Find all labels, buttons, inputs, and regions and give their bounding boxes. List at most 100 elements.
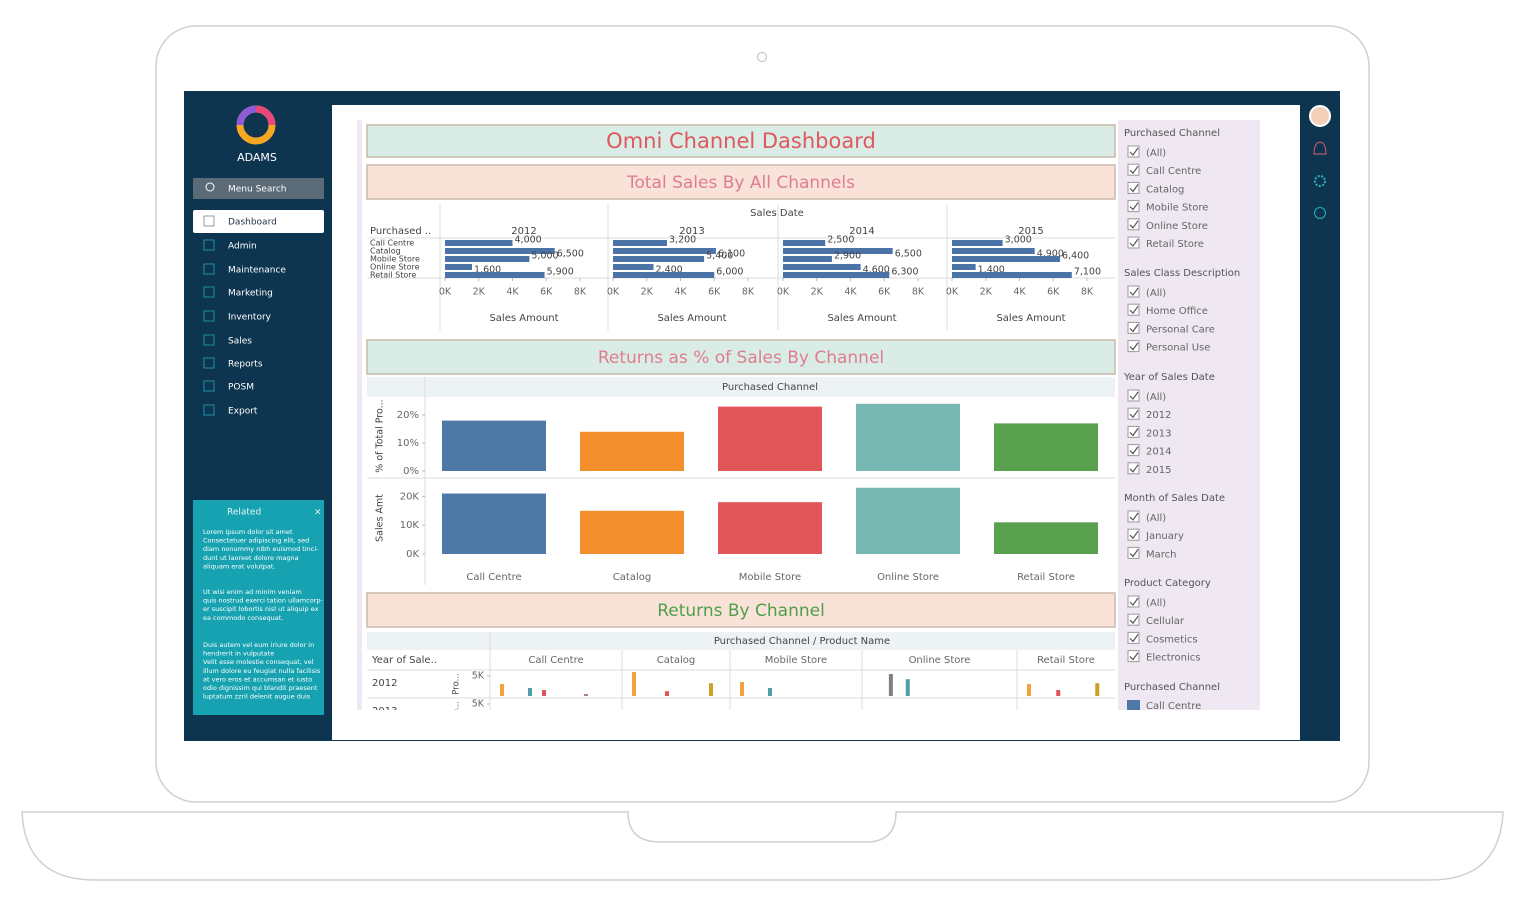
checkbox[interactable] — [1127, 510, 1140, 523]
year-label: 2012 — [511, 226, 536, 237]
menu-icon — [203, 263, 215, 275]
filter-option[interactable]: (All) — [1146, 148, 1166, 159]
related-text: diam nonummy nibh euismod tinci- — [203, 545, 319, 553]
x-tick-label: Mobile Store — [739, 572, 801, 583]
filter-option[interactable]: (All) — [1146, 392, 1166, 403]
menu-item[interactable]: Marketing — [228, 289, 273, 299]
filter-option[interactable]: Call Centre — [1146, 166, 1201, 177]
brand: ADAMS — [237, 151, 277, 164]
x-tick-label: 6K — [540, 287, 553, 298]
checkbox[interactable] — [1127, 163, 1140, 176]
menu-item[interactable]: POSM — [228, 383, 254, 393]
y-axis-label: Pro... — [452, 701, 462, 722]
checkbox[interactable] — [1127, 181, 1140, 194]
filter-option[interactable]: (All) — [1146, 598, 1166, 609]
settings-icon[interactable] — [1314, 175, 1326, 187]
close-button[interactable]: × — [314, 508, 322, 518]
bar — [952, 264, 976, 270]
notification-icon[interactable] — [1313, 141, 1327, 155]
logout-icon[interactable] — [1314, 207, 1326, 219]
checkbox[interactable] — [1127, 650, 1140, 663]
checkbox[interactable] — [1127, 528, 1140, 541]
bar — [580, 510, 684, 554]
bar — [768, 688, 772, 696]
menu-item[interactable]: Admin — [228, 242, 257, 252]
filter-option[interactable]: January — [1145, 531, 1184, 542]
value-label: 3,200 — [669, 235, 696, 246]
filter-option[interactable]: (All) — [1146, 288, 1166, 299]
x-tick-label: 2K — [473, 287, 486, 298]
checkbox[interactable] — [1127, 340, 1140, 353]
filter-option[interactable]: Mobile Store — [1146, 203, 1208, 214]
filter-option[interactable]: 2015 — [1146, 465, 1171, 476]
checkbox[interactable] — [1127, 425, 1140, 438]
filter-option[interactable]: Cellular — [1146, 616, 1185, 627]
bar — [445, 256, 530, 262]
menu-search[interactable] — [193, 178, 324, 199]
x-tick-label: 0K — [439, 287, 452, 298]
checkbox[interactable] — [1127, 321, 1140, 334]
related-text: quis nostrud exerci tation ullamcorp- — [203, 597, 323, 605]
x-tick-label: 0K — [607, 287, 620, 298]
check-mark — [1129, 464, 1139, 473]
filter-option[interactable]: 2012 — [1146, 410, 1171, 421]
checkbox[interactable] — [1127, 613, 1140, 626]
checkbox[interactable] — [1127, 631, 1140, 644]
menu-icon — [203, 286, 215, 298]
section-header-box — [366, 592, 1116, 628]
filter-option[interactable]: 2014 — [1146, 447, 1171, 458]
value-label: 6,300 — [891, 267, 918, 278]
checkbox[interactable] — [1127, 303, 1140, 316]
checkbox[interactable] — [1127, 218, 1140, 231]
section-header: Total Sales By All Channels — [626, 173, 855, 193]
menu-item[interactable]: Reports — [228, 360, 263, 370]
avatar[interactable] — [1309, 105, 1331, 127]
filter-option[interactable]: Retail Store — [1146, 239, 1204, 250]
value-label: 1,400 — [978, 265, 1005, 276]
filter-option[interactable]: (All) — [1146, 513, 1166, 524]
checkbox[interactable] — [1127, 407, 1140, 420]
bar — [528, 688, 532, 696]
column-header: Purchased Channel / Product Name — [714, 636, 890, 647]
checkbox[interactable] — [1127, 145, 1140, 158]
bar — [613, 248, 716, 254]
filter-option[interactable]: 2013 — [1146, 428, 1171, 439]
filter-option[interactable]: Online Store — [1146, 221, 1208, 232]
filter-option[interactable]: Cosmetics — [1146, 634, 1198, 645]
row-label: 2012 — [372, 678, 397, 689]
checkbox[interactable] — [1127, 285, 1140, 298]
filter-option[interactable]: March — [1146, 549, 1176, 560]
checkbox[interactable] — [1127, 444, 1140, 457]
row-label: Catalog — [370, 247, 401, 256]
filter-option[interactable]: Catalog — [1146, 184, 1184, 195]
menu-icon — [203, 357, 215, 369]
checkbox[interactable] — [1127, 200, 1140, 213]
menu-item[interactable]: Dashboard — [228, 218, 277, 228]
related-text: aliquam erat volutpat. — [203, 562, 276, 570]
menu-item[interactable]: Inventory — [228, 313, 272, 323]
section-header-box — [366, 339, 1116, 375]
filter-option[interactable]: Electronics — [1146, 653, 1201, 664]
menu-item[interactable]: Maintenance — [228, 266, 286, 276]
x-tick-label: 2K — [811, 287, 824, 298]
checkbox[interactable] — [1127, 236, 1140, 249]
checkbox[interactable] — [1127, 546, 1140, 559]
y-axis-label: Pro... — [452, 673, 462, 694]
checkbox[interactable] — [1127, 595, 1140, 608]
filter-panel: Purchased Channel (All) Call Centre Catalog… — [1123, 128, 1240, 712]
row-label: Mobile Store — [370, 255, 420, 264]
column-header: Purchased Channel — [722, 382, 818, 393]
menu-item[interactable]: Export — [228, 407, 258, 417]
channel-header: Retail Store — [1037, 655, 1095, 666]
checkbox[interactable] — [1127, 462, 1140, 475]
filter-option[interactable]: Personal Care — [1146, 324, 1215, 335]
checkbox[interactable] — [1127, 389, 1140, 402]
menu-item[interactable]: Sales — [228, 337, 252, 347]
filter-option[interactable]: Home Office — [1146, 306, 1208, 317]
filter-title: Product Category — [1124, 578, 1211, 589]
value-label: 4,600 — [863, 265, 890, 276]
filter-option[interactable]: Personal Use — [1146, 343, 1210, 354]
bar — [783, 272, 890, 278]
bar — [632, 672, 636, 696]
x-tick-label: 4K — [674, 287, 687, 298]
